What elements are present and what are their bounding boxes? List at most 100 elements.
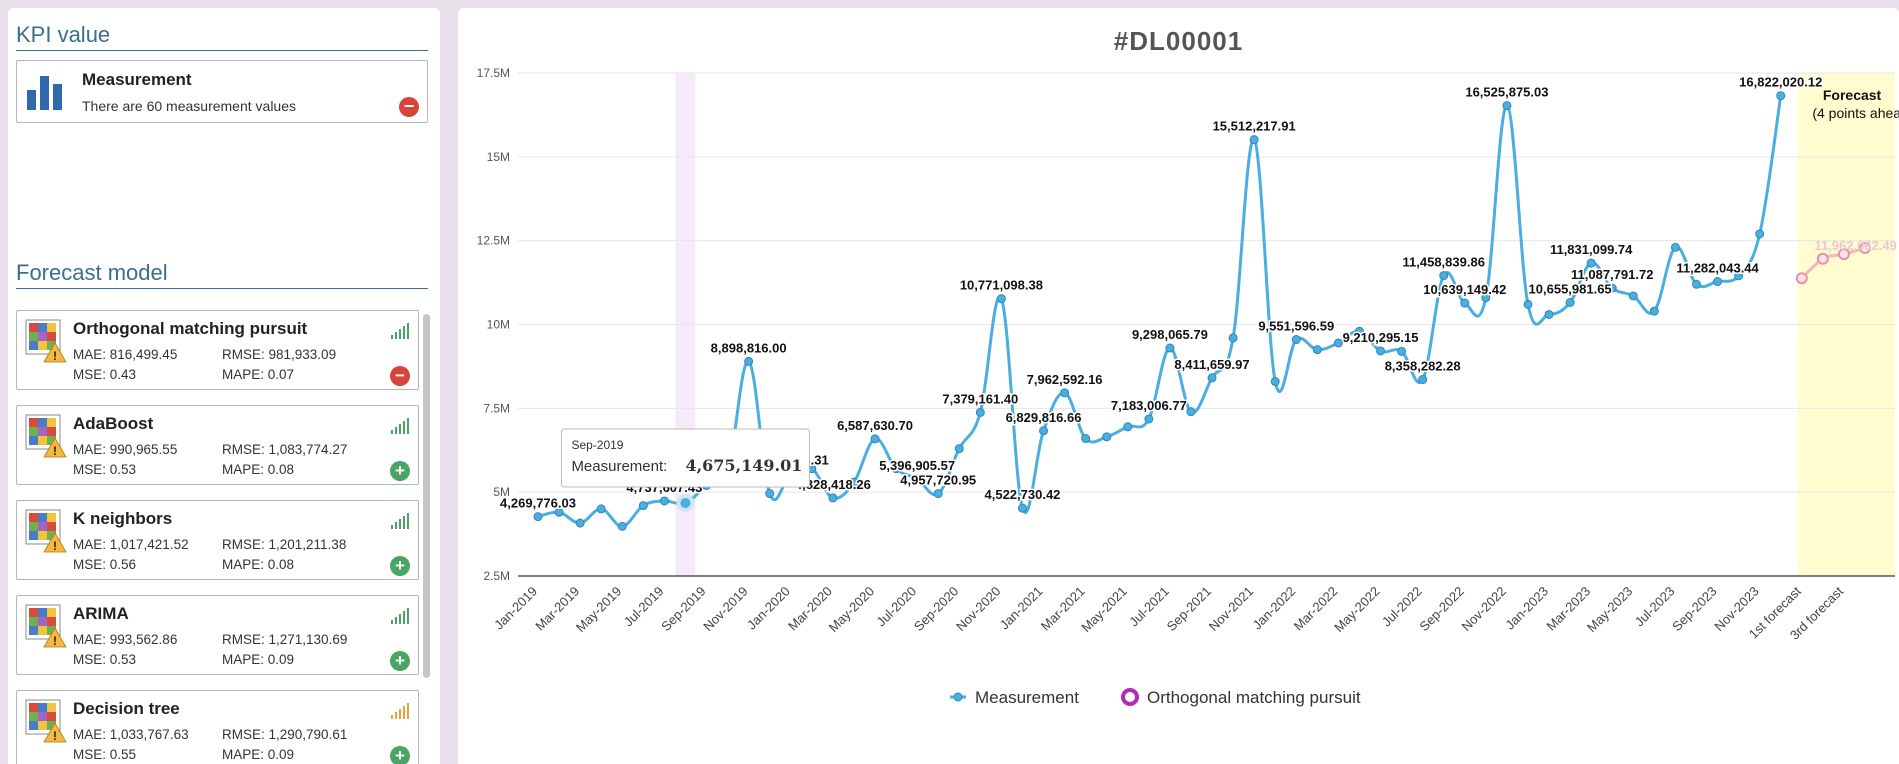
x-tick-label: May-2019 — [573, 584, 624, 635]
model-mae: MAE: 1,017,421.52 — [73, 537, 189, 552]
x-tick-label: Sep-2020 — [911, 584, 961, 634]
omp-forecast-point — [1816, 252, 1829, 265]
tooltip — [560, 428, 810, 488]
measurement-point — [638, 501, 648, 511]
model-mse: MSE: 0.43 — [73, 367, 137, 382]
warning-icon — [43, 532, 67, 553]
measurement-point — [1144, 414, 1154, 424]
model-mse: MSE: 0.53 — [73, 652, 137, 667]
data-label: 10,771,098.38 — [960, 278, 1043, 293]
x-tick-label: Jan-2023 — [1502, 584, 1551, 633]
data-label: 8,898,816.00 — [711, 340, 787, 355]
x-tick-label: Sep-2022 — [1416, 584, 1466, 634]
measurement-point — [1270, 377, 1280, 387]
measurement-point — [1397, 346, 1407, 356]
measurement-point — [849, 477, 859, 487]
y-tick-label: 7.5M — [483, 401, 510, 415]
model-mse: MSE: 0.56 — [73, 557, 137, 572]
measurement-point — [1291, 335, 1301, 345]
measurement-point — [954, 444, 964, 454]
model-card[interactable]: ! AdaBoost MAE: 990,965.55 RMSE: 1,083,7… — [16, 405, 419, 485]
model-card[interactable]: ! Orthogonal matching pursuit MAE: 816,4… — [16, 310, 419, 390]
model-mape: MAPE: 0.09 — [222, 747, 295, 762]
model-list-scrollbar[interactable] — [423, 314, 430, 678]
measurement-point — [554, 507, 564, 517]
tooltip-value: 4,675,149.01 — [685, 456, 802, 475]
add-model-button[interactable]: + — [390, 556, 410, 576]
model-rmse: RMSE: 981,933.09 — [222, 347, 337, 362]
model-rmse: RMSE: 1,201,211.38 — [222, 537, 347, 552]
measurement-point — [1123, 422, 1133, 432]
model-mse: MSE: 0.53 — [73, 462, 137, 477]
model-icon: ! — [25, 699, 67, 743]
model-mae: MAE: 816,499.45 — [73, 347, 178, 362]
model-icon: ! — [25, 414, 67, 458]
measurement-point — [1502, 101, 1512, 111]
chart-panel: #DL00001 2.5M 5M 7.5M 10M 12.5M 15M 17.5M Jan-2… — [458, 8, 1899, 764]
add-model-button[interactable]: + — [390, 746, 410, 764]
svg-text:!: ! — [53, 729, 57, 743]
x-tick-label: Nov-2021 — [1206, 584, 1256, 634]
data-label: 4,269,776.03 — [500, 496, 576, 511]
measurement-point — [1713, 277, 1723, 287]
model-card[interactable]: ! Decision tree MAE: 1,033,767.63 RMSE: … — [16, 690, 419, 764]
kpi-card-measurement[interactable]: Measurement There are 60 measurement val… — [16, 60, 428, 123]
data-label: 8,411,659.97 — [1174, 357, 1249, 372]
model-card[interactable]: ! K neighbors MAE: 1,017,421.52 RMSE: 1,… — [16, 500, 419, 580]
measurement-point — [1523, 299, 1533, 309]
measurement-point — [891, 464, 901, 474]
measurement-point — [1312, 345, 1322, 355]
data-label: 11,831,099.74 — [1550, 242, 1633, 257]
measurement-point — [1207, 373, 1217, 383]
measurement-point — [659, 496, 669, 506]
omp-forecast-point — [1859, 242, 1871, 255]
measurement-point — [596, 504, 606, 514]
y-tick-label: 17.5M — [477, 66, 510, 80]
bar-chart-icon — [27, 76, 62, 110]
data-label: 9,551,596.59 — [1258, 319, 1334, 334]
data-label: 15,512,217.91 — [1213, 119, 1296, 134]
add-model-button[interactable]: + — [390, 461, 410, 481]
measurement-point — [1418, 375, 1428, 385]
legend-omp-label: Orthogonal matching pursuit — [1147, 688, 1361, 707]
signal-strength-icon — [391, 418, 409, 434]
measurement-point — [1249, 135, 1259, 145]
data-label: 7,379,161.40 — [942, 391, 1018, 406]
add-model-button[interactable]: + — [390, 651, 410, 671]
x-tick-label: Jan-2019 — [491, 584, 540, 633]
data-label: 16,525,875.03 — [1465, 85, 1548, 100]
x-tick-label: Sep-2021 — [1164, 584, 1214, 634]
measurement-point — [765, 489, 775, 499]
model-rmse: RMSE: 1,271,130.69 — [222, 632, 348, 647]
measurement-point — [1607, 283, 1617, 293]
y-tick-label: 10M — [487, 318, 510, 332]
model-icon: ! — [25, 319, 67, 363]
data-label: 7,183,006.77 — [1111, 398, 1187, 413]
measurement-point — [1628, 291, 1638, 301]
measurement-point — [1691, 279, 1701, 289]
kpi-card-subtitle: There are 60 measurement values — [82, 98, 296, 114]
remove-kpi-button[interactable]: − — [399, 97, 419, 117]
measurement-point — [1776, 91, 1786, 101]
remove-model-button[interactable]: − — [390, 366, 410, 386]
chart-title: #DL00001 — [1113, 26, 1244, 56]
model-mae: MAE: 1,033,767.63 — [73, 727, 189, 742]
measurement-point — [933, 489, 943, 499]
left-panel: KPI value Measurement There are 60 measu… — [8, 8, 440, 764]
warning-icon — [43, 342, 67, 363]
measurement-point — [828, 493, 838, 503]
signal-strength-icon — [391, 323, 409, 339]
measurement-point — [1060, 388, 1070, 398]
model-mape: MAPE: 0.08 — [222, 557, 295, 572]
measurement-point — [1228, 333, 1238, 343]
model-card[interactable]: ! ARIMA MAE: 993,562.86 RMSE: 1,271,130.… — [16, 595, 419, 675]
measurement-point — [1670, 242, 1680, 252]
model-name: AdaBoost — [73, 414, 154, 433]
svg-text:!: ! — [53, 634, 57, 648]
measurement-point — [1102, 432, 1112, 442]
data-label: 4,522,730.42 — [985, 487, 1061, 502]
model-name: Decision tree — [73, 699, 180, 718]
measurement-point — [912, 474, 922, 484]
y-tick-label: 5M — [493, 485, 510, 499]
svg-text:!: ! — [53, 349, 57, 363]
